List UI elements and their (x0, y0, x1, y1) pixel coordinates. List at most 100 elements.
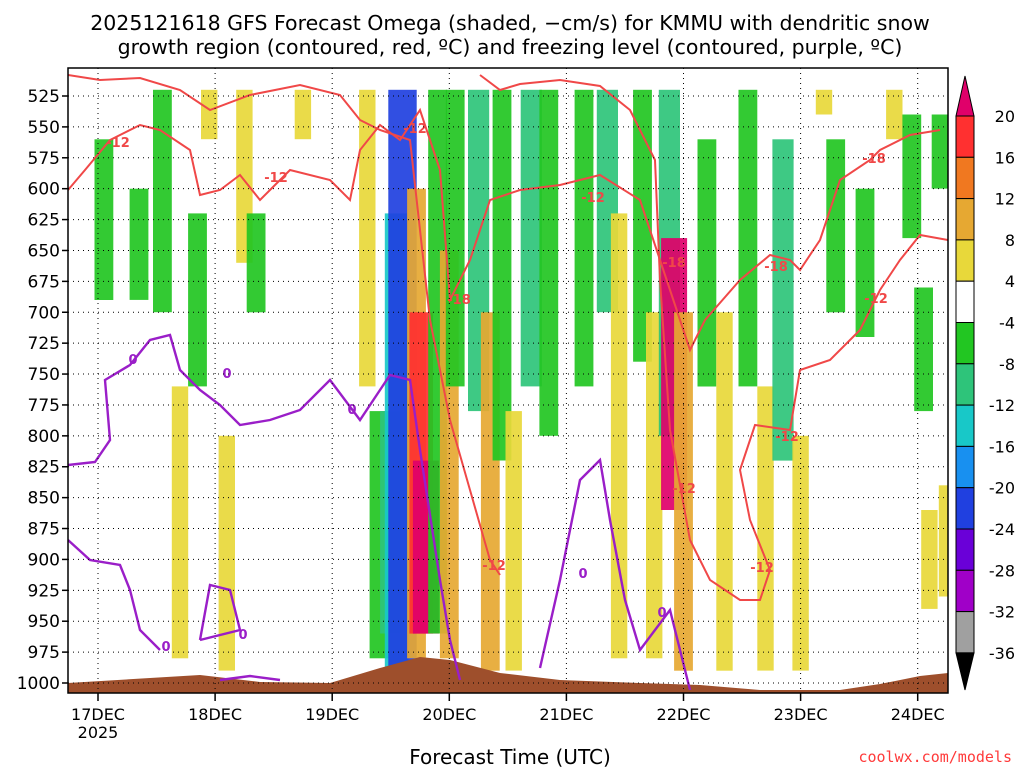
colorbar: 20 16 12 8 4 -4 -8 -12 -16 -20 -24 -28 -32 -36 (955, 75, 1015, 691)
colorbar-top-arrow (955, 75, 975, 117)
omega-patch (492, 89, 512, 461)
terrain-ground (68, 657, 948, 693)
dgz-label: -12 (864, 292, 888, 307)
colorbar-swatch (955, 363, 975, 406)
y-tick-label: 600 (28, 180, 60, 200)
freezing-level-label: 0 (222, 367, 231, 382)
x-tick-label: 19DEC (305, 705, 359, 724)
omega-patch (201, 89, 218, 140)
y-tick-label: 650 (28, 241, 60, 261)
colorbar-swatch (955, 445, 975, 489)
y-tick-label: 800 (28, 427, 60, 447)
freezing-level-contour (538, 457, 692, 691)
dgz-label: -18 (662, 256, 686, 271)
colorbar-label: -12 (989, 396, 1015, 415)
omega-patch (294, 89, 312, 140)
freezing-level-label: 0 (161, 640, 170, 655)
chart-title-line-2: growth region (contoured, red, ºC) and f… (118, 35, 903, 59)
omega-patch (772, 139, 794, 461)
colorbar-label: -4 (999, 314, 1015, 333)
x-tick-label: 21DEC (539, 705, 593, 724)
dgz-label: -12 (750, 561, 774, 576)
colorbar-swatch (955, 404, 975, 447)
dgz-label: -12 (581, 191, 605, 206)
plot-frame (67, 67, 949, 694)
x-tick-label: 20DEC (422, 705, 476, 724)
freezing-level-label: 0 (657, 606, 666, 621)
freezing-level-contour (219, 674, 281, 682)
colorbar-label: -36 (989, 644, 1015, 663)
freezing-level-label: 0 (347, 403, 356, 418)
omega-patch (246, 213, 266, 313)
omega-patch (902, 114, 922, 239)
plot-layers: -12 -12 -12 -12 -12 -12 -12 -12 -12 -18 -18 -18 -18 0… (68, 68, 948, 693)
omega-patch (886, 89, 903, 140)
y-tick-label: 675 (28, 272, 60, 292)
colorbar-swatch (955, 569, 975, 613)
omega-patch (153, 89, 172, 313)
colorbar-label: 12 (995, 190, 1015, 209)
freezing-level-contour (68, 333, 462, 681)
x-axis-title: Forecast Time (UTC) (409, 745, 611, 768)
colorbar-bottom-arrow (955, 652, 975, 691)
omega-patch (855, 188, 875, 337)
colorbar-swatch (955, 322, 975, 365)
omega-patch (188, 213, 207, 387)
dgz-contour (68, 107, 941, 353)
dgz-label: -18 (764, 260, 788, 275)
y-tick-label: 700 (28, 303, 60, 323)
y-axis: 525 550 575 600 625 650 675 700 725 750 775 800 825 8… (17, 87, 68, 694)
y-tick-label: 525 (28, 87, 60, 107)
credit-link[interactable]: coolwx.com/models (858, 748, 1012, 766)
colorbar-label: 8 (1005, 231, 1015, 250)
y-tick-label: 875 (28, 520, 60, 540)
omega-patch (931, 114, 948, 189)
y-tick-label: 850 (28, 489, 60, 509)
x-tick-label: 24DEC (891, 705, 945, 724)
colorbar-swatch (955, 239, 975, 282)
colorbar-label: -24 (989, 520, 1015, 539)
y-tick-label: 975 (28, 643, 60, 663)
omega-patch (574, 89, 594, 387)
chart-title-line-1: 2025121618 GFS Forecast Omega (shaded, −… (90, 11, 930, 35)
colorbar-swatch (955, 156, 975, 200)
omega-patch (129, 188, 149, 300)
freezing-level-label: 0 (578, 567, 587, 582)
freezing-level-contour (198, 583, 242, 642)
omega-patch (539, 89, 559, 436)
x-tick-label: 17DEC (71, 705, 125, 724)
omega-patch (757, 386, 774, 671)
dgz-label: -12 (106, 136, 130, 151)
freezing-level-labels: 0 0 0 0 0 0 0 (128, 353, 666, 655)
dgz-label: -18 (447, 293, 471, 308)
omega-patch (520, 89, 542, 387)
y-tick-label: 725 (28, 334, 60, 354)
freezing-level-contours (68, 333, 692, 691)
y-tick-label: 950 (28, 612, 60, 632)
omega-patch (921, 510, 938, 609)
colorbar-swatch (955, 115, 975, 158)
colorbar-label: -8 (999, 355, 1015, 374)
omega-patch (938, 485, 948, 597)
colorbar-label: -32 (989, 603, 1015, 622)
dgz-label: -18 (862, 152, 886, 167)
omega-patch (738, 89, 758, 387)
dgz-contour (68, 74, 501, 576)
freezing-level-label: 0 (238, 628, 247, 643)
omega-patch (815, 89, 833, 115)
dgz-label: -12 (403, 122, 427, 137)
omega-patch (914, 287, 933, 412)
dgz-labels: -12 -12 -12 -12 -12 -12 -12 -12 -12 -18 -18 -18 -18 (106, 122, 888, 576)
omega-patch (826, 139, 846, 313)
x-tick-label: 18DEC (188, 705, 242, 724)
colorbar-label: -28 (989, 561, 1015, 580)
colorbar-swatch (955, 487, 975, 530)
x-axis: 17DEC 18DEC 19DEC 20DEC 21DEC 22DEC 23DEC 24DEC (71, 693, 945, 724)
y-tick-label: 1000 (17, 674, 60, 694)
colorbar-label: -16 (989, 437, 1015, 456)
grid-lines (68, 68, 948, 693)
dgz-label: -12 (264, 171, 288, 186)
colorbar-label: 20 (995, 107, 1015, 126)
colorbar-label: 4 (1005, 272, 1015, 291)
